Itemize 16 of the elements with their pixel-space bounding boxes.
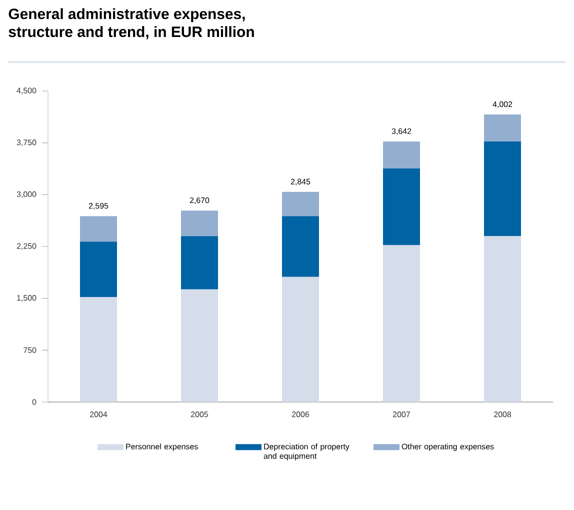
bar xyxy=(80,242,117,297)
bar xyxy=(383,141,420,168)
chart-title: General administrative expenses, structure and trend, in EUR million xyxy=(8,8,254,40)
bar xyxy=(383,168,420,246)
bar xyxy=(181,210,218,236)
bar xyxy=(181,289,218,402)
bar xyxy=(181,236,218,290)
bar xyxy=(282,216,319,277)
bar xyxy=(484,114,522,142)
bar xyxy=(282,192,319,216)
bar xyxy=(484,141,522,236)
bar xyxy=(80,216,117,242)
bar xyxy=(383,245,420,402)
bar xyxy=(80,296,117,402)
bar xyxy=(282,276,319,402)
bar xyxy=(484,236,522,402)
